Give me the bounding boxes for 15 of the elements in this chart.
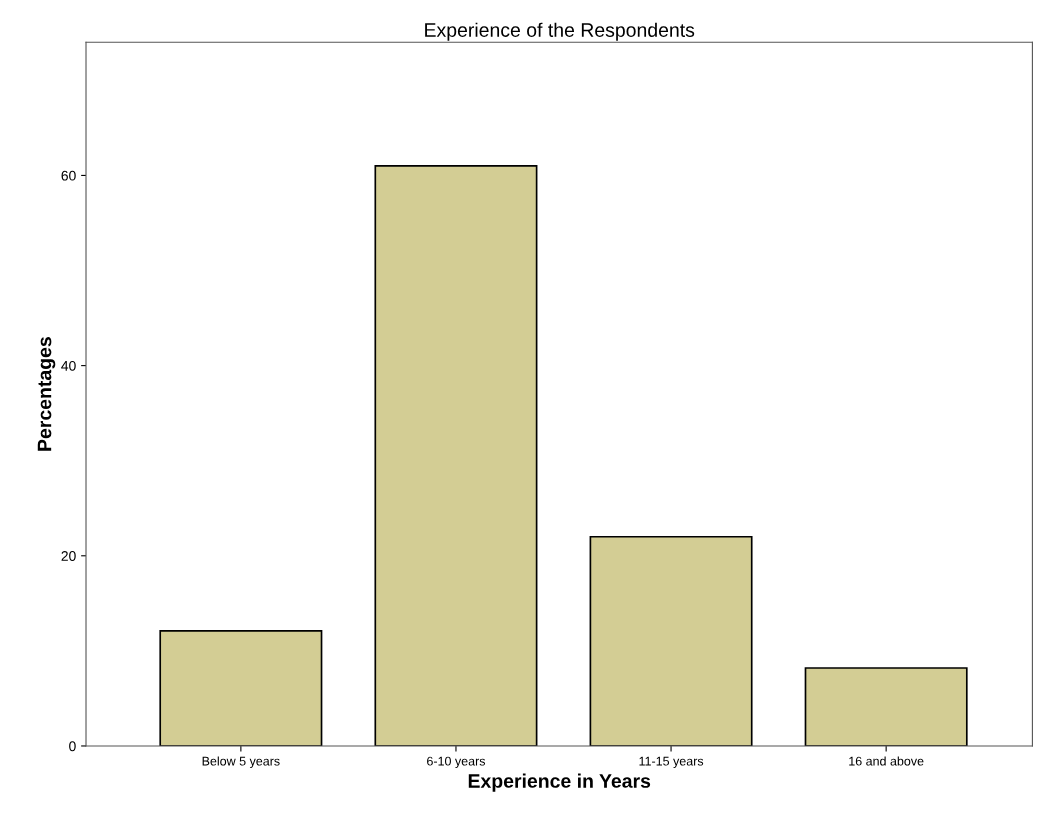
- x-tick-label: 16 and above: [849, 756, 924, 766]
- bar: [159, 630, 323, 746]
- y-axis-title: Percentages: [37, 337, 56, 451]
- bar: [374, 165, 538, 746]
- x-axis-title: Experience in Years: [468, 773, 651, 792]
- y-tick-label: 40: [61, 360, 76, 371]
- y-tick-label: 0: [69, 741, 76, 752]
- x-tick-label: Below 5 years: [202, 756, 280, 769]
- chart-title: Experience of the Respondents: [425, 22, 695, 41]
- y-tick-label: 60: [61, 170, 76, 181]
- y-tick-label: 20: [61, 551, 76, 561]
- bar: [589, 535, 753, 746]
- bar: [804, 667, 968, 746]
- x-tick-label: 6-10 years: [427, 756, 486, 769]
- x-tick-label: 11-15 years: [639, 756, 704, 769]
